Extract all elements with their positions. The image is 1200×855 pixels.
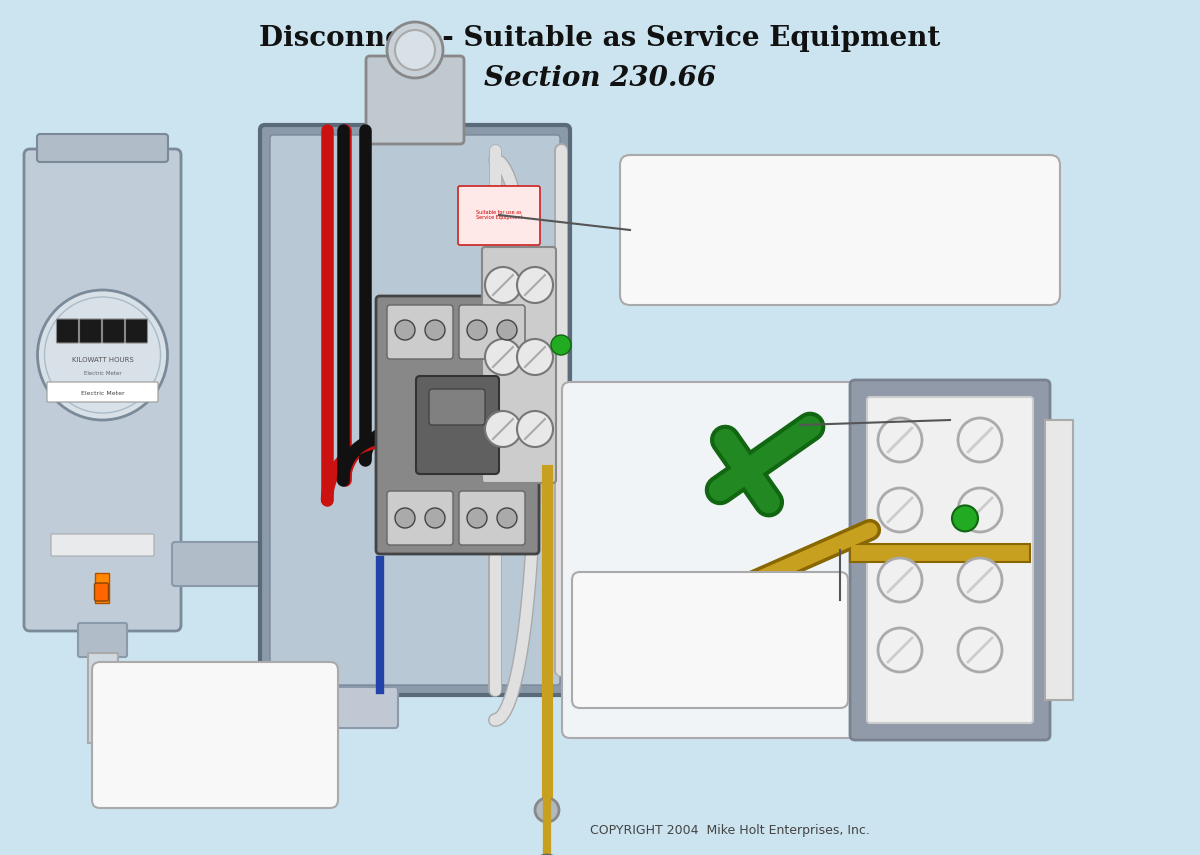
Bar xyxy=(88,653,118,743)
Text: Electric Meter: Electric Meter xyxy=(84,370,121,375)
Text: Section 230.66: Section 230.66 xyxy=(484,64,716,91)
Circle shape xyxy=(517,411,553,447)
Circle shape xyxy=(467,320,487,340)
Circle shape xyxy=(958,558,1002,602)
Circle shape xyxy=(395,30,436,70)
FancyBboxPatch shape xyxy=(572,572,848,708)
Text: Neutral Bar: Neutral Bar xyxy=(638,403,802,427)
FancyBboxPatch shape xyxy=(850,380,1050,740)
Text: Suitable for use as
Service Equipment: Suitable for use as Service Equipment xyxy=(692,200,988,260)
Circle shape xyxy=(395,320,415,340)
FancyBboxPatch shape xyxy=(79,319,102,343)
FancyBboxPatch shape xyxy=(50,534,154,556)
Circle shape xyxy=(497,508,517,528)
FancyBboxPatch shape xyxy=(95,583,108,601)
FancyBboxPatch shape xyxy=(430,389,485,425)
FancyBboxPatch shape xyxy=(458,305,526,359)
Circle shape xyxy=(958,418,1002,462)
Circle shape xyxy=(485,411,521,447)
Circle shape xyxy=(425,320,445,340)
Circle shape xyxy=(485,267,521,303)
Circle shape xyxy=(952,505,978,532)
Circle shape xyxy=(425,508,445,528)
FancyBboxPatch shape xyxy=(458,186,540,245)
Text: Disconnect - Suitable as Service Equipment: Disconnect - Suitable as Service Equipme… xyxy=(259,25,941,51)
FancyBboxPatch shape xyxy=(562,382,1038,738)
Text: Not Service
Equipment: Not Service Equipment xyxy=(125,705,306,765)
Text: Suitable for use as
Service Equipment: Suitable for use as Service Equipment xyxy=(475,209,522,221)
FancyBboxPatch shape xyxy=(270,135,560,685)
Circle shape xyxy=(958,488,1002,532)
Circle shape xyxy=(517,339,553,375)
Circle shape xyxy=(958,628,1002,672)
FancyBboxPatch shape xyxy=(312,687,398,728)
Circle shape xyxy=(878,488,922,532)
FancyBboxPatch shape xyxy=(92,662,338,808)
FancyBboxPatch shape xyxy=(866,397,1033,723)
Circle shape xyxy=(497,320,517,340)
Circle shape xyxy=(467,508,487,528)
Circle shape xyxy=(878,628,922,672)
FancyBboxPatch shape xyxy=(620,155,1060,305)
FancyBboxPatch shape xyxy=(37,134,168,162)
Circle shape xyxy=(551,335,571,355)
Circle shape xyxy=(878,418,922,462)
Circle shape xyxy=(386,22,443,78)
FancyBboxPatch shape xyxy=(386,305,454,359)
Circle shape xyxy=(485,339,521,375)
Circle shape xyxy=(395,508,415,528)
FancyBboxPatch shape xyxy=(126,319,148,343)
FancyBboxPatch shape xyxy=(172,542,278,586)
Circle shape xyxy=(535,798,559,822)
FancyBboxPatch shape xyxy=(260,125,570,695)
Text: COPYRIGHT 2004  Mike Holt Enterprises, Inc.: COPYRIGHT 2004 Mike Holt Enterprises, In… xyxy=(590,823,870,836)
FancyBboxPatch shape xyxy=(376,296,539,554)
FancyBboxPatch shape xyxy=(366,56,464,144)
Bar xyxy=(1045,420,1073,700)
Bar xyxy=(95,573,108,603)
FancyBboxPatch shape xyxy=(24,149,181,631)
Text: Electric Meter: Electric Meter xyxy=(80,391,125,396)
FancyBboxPatch shape xyxy=(458,491,526,545)
FancyBboxPatch shape xyxy=(56,319,78,343)
Bar xyxy=(850,544,1030,562)
FancyBboxPatch shape xyxy=(47,382,158,402)
Circle shape xyxy=(37,290,168,420)
Text: KILOWATT HOURS: KILOWATT HOURS xyxy=(72,357,133,363)
FancyBboxPatch shape xyxy=(78,623,127,657)
Circle shape xyxy=(878,558,922,602)
FancyBboxPatch shape xyxy=(416,376,499,474)
FancyBboxPatch shape xyxy=(482,247,556,483)
Circle shape xyxy=(517,267,553,303)
FancyBboxPatch shape xyxy=(386,491,454,545)
Text: Main Bonding
Jumper: Main Bonding Jumper xyxy=(613,614,806,666)
FancyBboxPatch shape xyxy=(102,319,125,343)
